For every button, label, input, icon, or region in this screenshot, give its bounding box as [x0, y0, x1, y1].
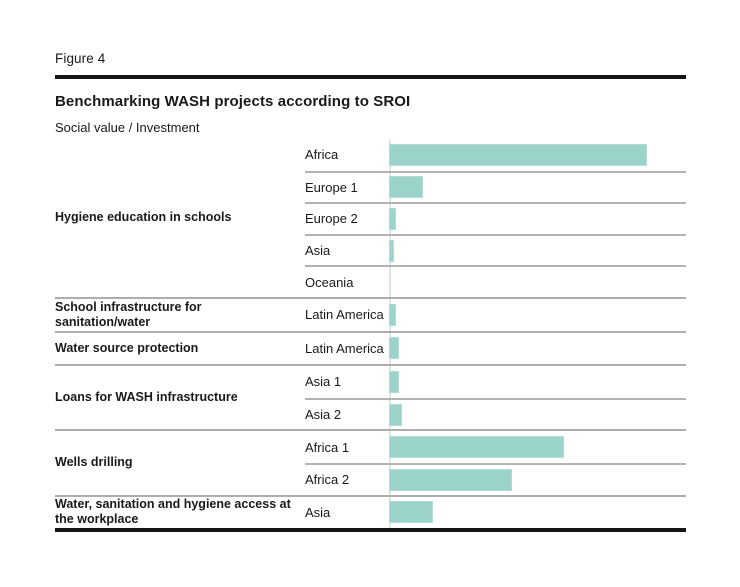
region-label: Asia — [305, 243, 331, 259]
bar-chart: Hygiene education in schools Africa Europe… — [55, 139, 686, 533]
chart-subtitle: Social value / Investment — [55, 120, 200, 135]
group-label: Wells drilling — [55, 455, 133, 470]
bar-track — [389, 366, 686, 398]
bar — [389, 370, 399, 393]
figure-label: Figure 4 — [55, 51, 106, 66]
region-label: Africa — [305, 147, 339, 163]
region-label: Africa 2 — [305, 472, 350, 488]
bar-track — [389, 431, 686, 463]
bar — [389, 239, 394, 262]
bar-group: Loans for WASH infrastructure Asia 1 Asia … — [55, 364, 686, 430]
bar — [389, 436, 564, 459]
region-label: Africa 1 — [305, 439, 350, 455]
group-label: Water, sanitation and hygiene access at … — [55, 497, 291, 527]
region-label: Latin America — [305, 340, 384, 356]
chart-row: Africa — [305, 139, 686, 171]
chart-row: Asia 1 — [305, 366, 686, 398]
bar-track — [389, 204, 686, 234]
top-rule — [55, 75, 686, 79]
region-label: Latin America — [305, 307, 384, 323]
group-rows: Africa Europe 1 Europe 2 Asia Oceania — [305, 139, 686, 297]
chart-row: Oceania — [305, 265, 686, 297]
bar — [389, 468, 512, 491]
chart-row: Africa 1 — [305, 431, 686, 463]
chart-row: Asia 2 — [305, 397, 686, 430]
bar-track — [389, 235, 686, 266]
bar-group: Water, sanitation and hygiene access at … — [55, 494, 686, 529]
bar — [389, 176, 423, 199]
bar — [389, 271, 390, 294]
bar-track — [389, 399, 686, 430]
group-rows: Latin America — [305, 332, 686, 365]
region-label: Oceania — [305, 274, 354, 290]
bar — [389, 303, 396, 326]
chart-row: Latin America — [305, 332, 686, 365]
bar — [389, 337, 399, 360]
chart-row: Asia — [305, 496, 686, 529]
group-rows: Africa 1 Africa 2 — [305, 431, 686, 495]
bar-group: Water source protection Latin America — [55, 330, 686, 365]
bar-track — [389, 464, 686, 495]
bar-group: School infrastructure for sanitation/wat… — [55, 296, 686, 331]
region-label: Asia — [305, 504, 331, 520]
chart-row: Europe 1 — [305, 170, 686, 203]
bar-track — [389, 298, 686, 331]
group-rows: Asia 1 Asia 2 — [305, 366, 686, 430]
group-label: Hygiene education in schools — [55, 210, 232, 225]
chart-row: Europe 2 — [305, 202, 686, 234]
bar — [389, 207, 396, 230]
chart-title: Benchmarking WASH projects according to … — [55, 93, 411, 110]
chart-row: Asia — [305, 233, 686, 266]
group-rows: Latin America — [305, 298, 686, 331]
region-label: Asia 2 — [305, 407, 342, 423]
bar-track — [389, 172, 686, 203]
bar-track — [389, 139, 686, 171]
chart-row: Latin America — [305, 298, 686, 331]
bar — [389, 143, 647, 166]
chart-row: Africa 2 — [305, 462, 686, 495]
group-label: Loans for WASH infrastructure — [55, 390, 238, 405]
bar-group: Wells drilling Africa 1 Africa 2 — [55, 429, 686, 495]
group-label: Water source protection — [55, 340, 199, 355]
bar-track — [389, 332, 686, 365]
bar-track — [389, 267, 686, 297]
group-label: School infrastructure for sanitation/wat… — [55, 299, 202, 329]
region-label: Europe 1 — [305, 179, 358, 195]
bar-track — [389, 496, 686, 529]
figure-container: Figure 4 Benchmarking WASH projects acco… — [55, 50, 686, 533]
bar — [389, 501, 433, 524]
bar — [389, 403, 402, 426]
region-label: Europe 2 — [305, 211, 358, 227]
region-label: Asia 1 — [305, 374, 342, 390]
bar-group: Hygiene education in schools Africa Europe… — [55, 139, 686, 297]
group-rows: Asia — [305, 496, 686, 529]
